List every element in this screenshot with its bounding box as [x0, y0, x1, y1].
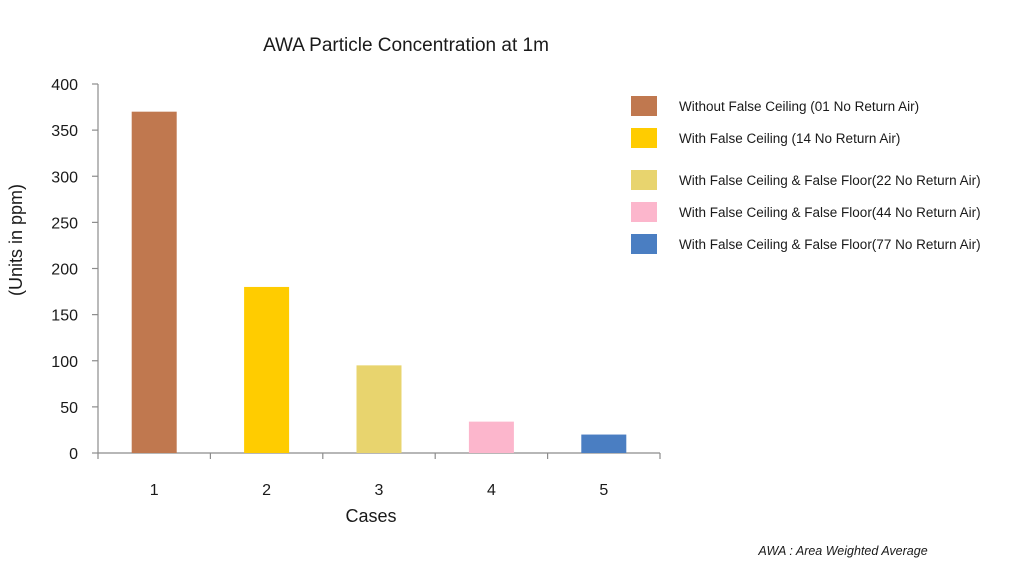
bar-2: [244, 286, 290, 453]
x-tick-label: 2: [262, 482, 271, 499]
bar-4: [468, 421, 514, 453]
x-tick-label: 1: [150, 482, 159, 499]
x-tick-label: 4: [487, 482, 496, 499]
y-tick-label: 150: [51, 308, 78, 325]
y-tick-label: 300: [51, 169, 78, 186]
x-tick-label: 3: [375, 482, 384, 499]
legend-swatch: [631, 96, 657, 116]
y-axis-label: (Units in ppm): [6, 184, 26, 296]
y-axis: 0 50 100 150 200 250 300 350 400: [51, 77, 99, 463]
y-tick-label: 250: [51, 215, 78, 232]
x-axis-label: Cases: [345, 506, 396, 526]
legend-swatch: [631, 128, 657, 148]
legend-swatch: [631, 202, 657, 222]
footnote: AWA : Area Weighted Average: [757, 544, 927, 558]
bar-1: [131, 111, 177, 454]
legend-entry: Without False Ceiling (01 No Return Air): [679, 99, 919, 114]
legend-entry: With False Ceiling & False Floor(22 No R…: [679, 173, 981, 188]
y-tick-label: 100: [51, 354, 78, 371]
y-tick-label: 50: [60, 400, 78, 417]
x-tick-label: 5: [599, 482, 608, 499]
x-axis: 1 2 3 4 5: [97, 452, 661, 499]
bars: [131, 111, 627, 454]
legend-swatch: [631, 170, 657, 190]
y-tick-label: 400: [51, 77, 78, 94]
y-tick-label: 0: [69, 446, 78, 463]
legend-entry: With False Ceiling & False Floor(44 No R…: [679, 205, 981, 220]
y-tick-label: 200: [51, 262, 78, 279]
chart-title: AWA Particle Concentration at 1m: [263, 35, 549, 56]
bar-5: [581, 434, 627, 453]
legend-swatch: [631, 234, 657, 254]
legend-entry: With False Ceiling & False Floor(77 No R…: [679, 237, 981, 252]
legend: Without False Ceiling (01 No Return Air)…: [631, 96, 981, 254]
legend-entry: With False Ceiling (14 No Return Air): [679, 131, 900, 146]
y-tick-label: 350: [51, 123, 78, 140]
bar-3: [356, 365, 402, 453]
